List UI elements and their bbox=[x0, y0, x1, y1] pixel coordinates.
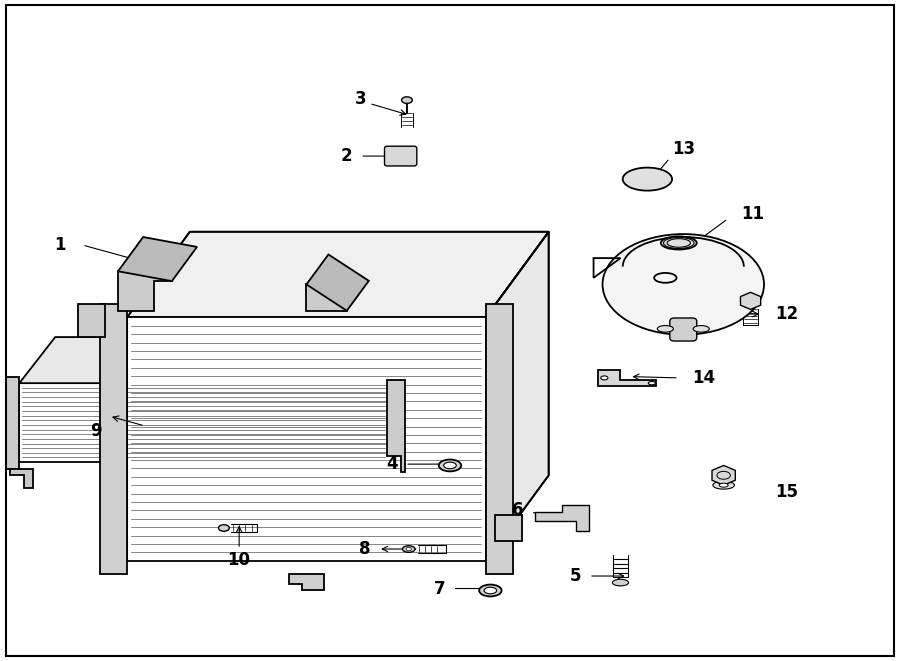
Polygon shape bbox=[289, 574, 324, 590]
Text: 10: 10 bbox=[228, 551, 251, 568]
Text: 12: 12 bbox=[775, 305, 798, 323]
Polygon shape bbox=[19, 337, 423, 383]
Text: 8: 8 bbox=[359, 540, 371, 558]
Ellipse shape bbox=[484, 587, 497, 594]
Polygon shape bbox=[387, 380, 405, 472]
Polygon shape bbox=[19, 383, 387, 462]
Polygon shape bbox=[118, 237, 197, 281]
Polygon shape bbox=[486, 304, 513, 574]
Ellipse shape bbox=[719, 483, 728, 487]
Ellipse shape bbox=[602, 234, 764, 334]
Text: 3: 3 bbox=[355, 90, 366, 108]
FancyBboxPatch shape bbox=[384, 146, 417, 166]
Ellipse shape bbox=[406, 547, 411, 551]
Text: 13: 13 bbox=[672, 141, 696, 159]
Ellipse shape bbox=[623, 168, 672, 190]
Ellipse shape bbox=[479, 584, 501, 596]
Polygon shape bbox=[6, 377, 19, 469]
Text: 9: 9 bbox=[90, 422, 102, 440]
Polygon shape bbox=[11, 469, 32, 488]
Text: 2: 2 bbox=[341, 147, 353, 165]
Ellipse shape bbox=[713, 481, 734, 489]
Polygon shape bbox=[77, 304, 104, 337]
Ellipse shape bbox=[657, 326, 673, 332]
Ellipse shape bbox=[444, 462, 456, 469]
Polygon shape bbox=[118, 271, 172, 311]
Text: 15: 15 bbox=[775, 483, 797, 501]
Polygon shape bbox=[598, 370, 656, 387]
Text: 14: 14 bbox=[692, 369, 716, 387]
Polygon shape bbox=[495, 515, 522, 541]
Polygon shape bbox=[306, 284, 346, 311]
Polygon shape bbox=[306, 254, 369, 311]
Ellipse shape bbox=[439, 459, 461, 471]
Text: 6: 6 bbox=[511, 500, 523, 518]
Text: 5: 5 bbox=[570, 567, 581, 585]
Text: 1: 1 bbox=[54, 236, 66, 254]
Ellipse shape bbox=[661, 237, 697, 250]
Polygon shape bbox=[127, 232, 549, 317]
Polygon shape bbox=[127, 317, 486, 561]
Ellipse shape bbox=[648, 381, 655, 385]
Ellipse shape bbox=[693, 326, 709, 332]
Ellipse shape bbox=[612, 579, 628, 586]
FancyBboxPatch shape bbox=[670, 318, 697, 341]
Text: 11: 11 bbox=[742, 205, 765, 223]
Polygon shape bbox=[536, 505, 590, 531]
Ellipse shape bbox=[219, 525, 230, 531]
Text: 4: 4 bbox=[386, 455, 398, 473]
Text: 7: 7 bbox=[434, 580, 445, 598]
Ellipse shape bbox=[401, 97, 412, 103]
Polygon shape bbox=[486, 232, 549, 561]
Polygon shape bbox=[100, 304, 127, 574]
Ellipse shape bbox=[600, 376, 608, 380]
Ellipse shape bbox=[402, 546, 415, 553]
